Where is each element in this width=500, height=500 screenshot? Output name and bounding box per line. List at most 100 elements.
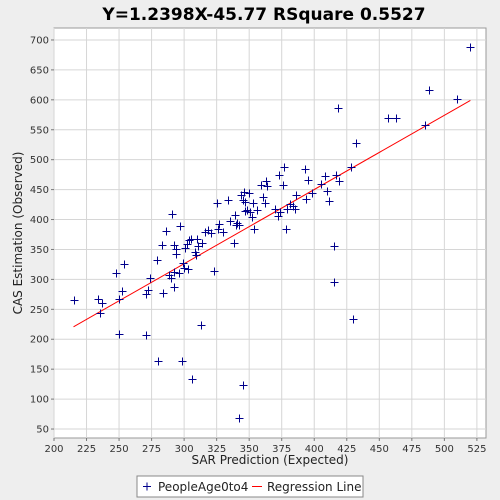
data-point-27 bbox=[176, 222, 185, 231]
data-point-64 bbox=[241, 207, 250, 216]
x-tick-label-11: 475 bbox=[402, 444, 421, 455]
data-point-76 bbox=[263, 182, 272, 191]
data-point-53 bbox=[230, 239, 239, 248]
data-point-8 bbox=[120, 260, 129, 269]
data-point-6 bbox=[115, 295, 124, 304]
data-point-66 bbox=[245, 189, 254, 198]
data-point-12 bbox=[146, 274, 155, 283]
data-point-94 bbox=[321, 172, 330, 181]
y-tick-label-10: 550 bbox=[30, 125, 49, 136]
data-point-99 bbox=[332, 171, 341, 180]
data-point-81 bbox=[279, 181, 288, 190]
regression-line-layer bbox=[73, 100, 471, 328]
data-point-58 bbox=[235, 221, 244, 230]
data-point-104 bbox=[352, 139, 361, 148]
data-point-26 bbox=[175, 269, 184, 278]
data-point-45 bbox=[207, 229, 216, 238]
data-point-49 bbox=[215, 220, 224, 229]
data-point-32 bbox=[183, 240, 192, 249]
data-point-71 bbox=[253, 206, 262, 215]
data-point-16 bbox=[159, 289, 168, 298]
data-point-0 bbox=[70, 296, 79, 305]
data-point-13 bbox=[153, 256, 162, 265]
data-point-34 bbox=[185, 236, 194, 245]
data-point-41 bbox=[197, 321, 206, 330]
y-tick-label-3: 200 bbox=[30, 335, 49, 346]
data-point-105 bbox=[384, 114, 393, 123]
data-point-25 bbox=[172, 250, 181, 259]
data-point-103 bbox=[349, 315, 358, 324]
x-tick-label-3: 275 bbox=[142, 444, 161, 455]
data-point-47 bbox=[213, 199, 222, 208]
data-point-70 bbox=[250, 225, 259, 234]
data-point-29 bbox=[179, 259, 188, 268]
data-point-77 bbox=[271, 205, 280, 214]
data-point-3 bbox=[98, 299, 107, 308]
y-tick-label-12: 650 bbox=[30, 65, 49, 76]
y-tick-label-0: 50 bbox=[36, 425, 49, 436]
regression-line bbox=[73, 100, 471, 328]
data-point-51 bbox=[224, 196, 233, 205]
data-point-102 bbox=[347, 163, 356, 172]
legend-label-peopleage0to4: PeopleAge0to4 bbox=[158, 480, 248, 494]
grid-lines bbox=[53, 28, 486, 438]
data-point-63 bbox=[241, 198, 250, 207]
data-point-69 bbox=[249, 199, 258, 208]
data-point-23 bbox=[170, 283, 179, 292]
x-tick-label-5: 325 bbox=[207, 444, 226, 455]
data-point-88 bbox=[292, 191, 301, 200]
data-point-54 bbox=[231, 211, 240, 220]
data-point-56 bbox=[233, 219, 242, 228]
data-point-38 bbox=[192, 251, 201, 260]
data-point-93 bbox=[317, 180, 326, 189]
data-point-17 bbox=[162, 227, 171, 236]
data-point-83 bbox=[282, 225, 291, 234]
y-tick-label-6: 350 bbox=[30, 245, 49, 256]
data-point-101 bbox=[335, 177, 344, 186]
data-point-79 bbox=[275, 171, 284, 180]
data-point-14 bbox=[154, 357, 163, 366]
data-point-22 bbox=[170, 241, 179, 250]
y-tick-label-4: 250 bbox=[30, 305, 49, 316]
data-point-39 bbox=[193, 235, 202, 244]
legend-label-regression-line: Regression Line bbox=[267, 480, 361, 494]
data-point-82 bbox=[280, 163, 289, 172]
data-point-87 bbox=[291, 205, 300, 214]
data-point-84 bbox=[283, 205, 292, 214]
data-point-97 bbox=[330, 242, 339, 251]
data-point-52 bbox=[226, 217, 235, 226]
data-point-20 bbox=[168, 210, 177, 219]
x-tick-label-13: 525 bbox=[467, 444, 486, 455]
x-tick-label-8: 400 bbox=[305, 444, 324, 455]
data-point-106 bbox=[392, 114, 401, 123]
data-point-2 bbox=[96, 309, 105, 318]
y-tick-label-13: 700 bbox=[30, 35, 49, 46]
x-tick-label-4: 300 bbox=[175, 444, 194, 455]
data-point-33 bbox=[184, 265, 193, 274]
data-point-109 bbox=[453, 95, 462, 104]
data-point-50 bbox=[219, 228, 228, 237]
data-point-28 bbox=[178, 357, 187, 366]
data-point-10 bbox=[142, 290, 151, 299]
data-point-91 bbox=[304, 176, 313, 185]
data-point-62 bbox=[240, 188, 249, 197]
data-point-57 bbox=[235, 414, 244, 423]
data-point-42 bbox=[198, 239, 207, 248]
data-point-98 bbox=[330, 278, 339, 287]
data-point-68 bbox=[248, 213, 257, 222]
legend-box bbox=[136, 475, 364, 498]
data-point-108 bbox=[425, 86, 434, 95]
y-tick-label-5: 300 bbox=[30, 275, 49, 286]
x-tick-label-0: 200 bbox=[44, 444, 63, 455]
x-tick-label-7: 375 bbox=[272, 444, 291, 455]
data-point-30 bbox=[180, 264, 189, 273]
x-tick-label-1: 225 bbox=[77, 444, 96, 455]
data-point-21 bbox=[170, 268, 179, 277]
data-point-60 bbox=[239, 196, 248, 205]
data-point-107 bbox=[421, 121, 430, 130]
data-point-89 bbox=[301, 165, 310, 174]
data-point-7 bbox=[118, 287, 127, 296]
data-point-1 bbox=[94, 295, 103, 304]
data-point-95 bbox=[323, 187, 332, 196]
